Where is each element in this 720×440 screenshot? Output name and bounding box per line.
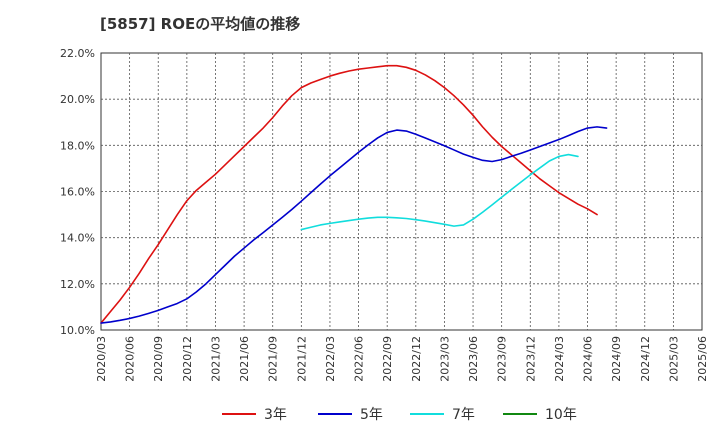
y-tick-label: 20.0% bbox=[60, 93, 95, 106]
x-tick-label: 2021/09 bbox=[267, 336, 280, 382]
x-tick-label: 2024/12 bbox=[639, 336, 652, 382]
x-tick-label: 2022/03 bbox=[324, 336, 337, 382]
x-tick-label: 2022/12 bbox=[410, 336, 423, 382]
y-tick-label: 10.0% bbox=[60, 324, 95, 337]
series-line-5年 bbox=[100, 126, 608, 324]
x-tick-label: 2021/12 bbox=[295, 336, 308, 382]
y-tick-label: 14.0% bbox=[60, 232, 95, 245]
legend-label-3年: 3年 bbox=[264, 407, 287, 423]
x-tick-label: 2024/09 bbox=[610, 336, 623, 382]
x-tick-label: 2025/03 bbox=[667, 336, 680, 382]
legend-label-5年: 5年 bbox=[360, 407, 383, 423]
legend-label-10年: 10年 bbox=[545, 407, 577, 423]
x-tick-label: 2024/06 bbox=[582, 336, 595, 382]
x-tick-label: 2022/09 bbox=[381, 336, 394, 382]
x-tick-label: 2023/09 bbox=[496, 336, 509, 382]
y-tick-label: 12.0% bbox=[60, 278, 95, 291]
y-tick-label: 18.0% bbox=[60, 139, 95, 152]
x-tick-label: 2023/03 bbox=[438, 336, 451, 382]
x-tick-label: 2022/06 bbox=[353, 336, 366, 382]
legend: 3年 5年 7年 10年 bbox=[222, 407, 577, 423]
x-tick-label: 2024/03 bbox=[553, 336, 566, 382]
x-axis: 2020/03 2020/06 2020/09 2020/12 2021/03 2021/… bbox=[95, 336, 709, 382]
x-tick-label: 2020/03 bbox=[95, 336, 108, 382]
grid bbox=[101, 53, 702, 330]
legend-label-7年: 7年 bbox=[452, 407, 475, 423]
x-tick-label: 2025/06 bbox=[696, 336, 709, 382]
chart-title: [5857] ROEの平均値の推移 bbox=[100, 15, 301, 33]
y-tick-label: 22.0% bbox=[60, 47, 95, 60]
x-tick-label: 2020/09 bbox=[152, 336, 165, 382]
series-line-3年 bbox=[100, 64, 598, 324]
x-tick-label: 2023/12 bbox=[524, 336, 537, 382]
series-line-7年 bbox=[300, 153, 579, 231]
x-tick-label: 2020/12 bbox=[181, 336, 194, 382]
series-lines bbox=[100, 64, 608, 324]
x-tick-label: 2021/06 bbox=[238, 336, 251, 382]
x-tick-label: 2023/06 bbox=[467, 336, 480, 382]
x-tick-label: 2021/03 bbox=[209, 336, 222, 382]
x-tick-label: 2020/06 bbox=[124, 336, 137, 382]
y-tick-label: 16.0% bbox=[60, 186, 95, 199]
y-axis: 10.0% 12.0% 14.0% 16.0% 18.0% 20.0% 22.0% bbox=[60, 47, 95, 337]
